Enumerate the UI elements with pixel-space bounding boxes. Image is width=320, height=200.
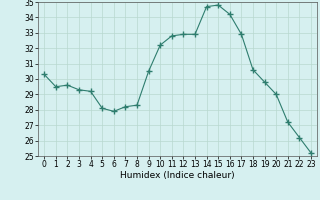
X-axis label: Humidex (Indice chaleur): Humidex (Indice chaleur) (120, 171, 235, 180)
